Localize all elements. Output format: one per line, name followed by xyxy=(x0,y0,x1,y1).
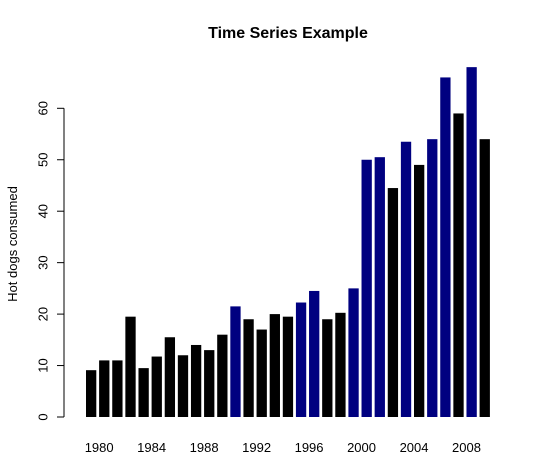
bar-1982 xyxy=(112,360,123,417)
bar-2002 xyxy=(374,157,385,417)
bar-1988 xyxy=(190,344,202,417)
x-axis-tick-labels: 1980 1984 1988 1992 1996 2000 2004 2008 xyxy=(85,440,481,455)
bar-2008 xyxy=(453,113,464,417)
bar-2003 xyxy=(387,188,399,417)
x-tick-label: 1988 xyxy=(190,440,219,455)
bar-1983 xyxy=(125,316,136,417)
bar-1989 xyxy=(204,350,215,417)
bar-2005 xyxy=(414,164,425,417)
x-tick-label: 1980 xyxy=(85,440,114,455)
bar-2000 xyxy=(348,288,359,418)
x-tick-label: 2000 xyxy=(347,440,376,455)
y-axis: 0 10 20 30 40 50 60 xyxy=(35,101,65,421)
bar-1997 xyxy=(309,290,320,417)
x-tick-label: 1984 xyxy=(137,440,166,455)
x-tick-label: 1996 xyxy=(295,440,324,455)
bar-1996 xyxy=(295,302,307,417)
bar-1995 xyxy=(282,316,294,417)
bar-1981 xyxy=(99,360,110,417)
y-tick-label: 40 xyxy=(35,204,50,218)
bar-2010 xyxy=(479,139,490,418)
y-tick-label: 10 xyxy=(35,358,50,372)
y-tick-label: 60 xyxy=(35,101,50,115)
y-tick-label: 0 xyxy=(35,413,50,420)
bar-2009 xyxy=(466,67,477,417)
bar-1984 xyxy=(138,368,149,417)
bar-1999 xyxy=(335,312,346,417)
bar-1980 xyxy=(86,370,97,417)
bar-1985 xyxy=(151,356,162,417)
bar-2007 xyxy=(440,77,451,418)
y-tick-label: 50 xyxy=(35,153,50,167)
x-tick-label: 2004 xyxy=(400,440,429,455)
bar-1986 xyxy=(164,337,176,417)
bar-1993 xyxy=(256,329,267,417)
x-tick-label: 2008 xyxy=(452,440,481,455)
bar-1994 xyxy=(269,314,280,417)
bar-2001 xyxy=(361,159,372,417)
bar-1991 xyxy=(230,306,241,417)
bar-1998 xyxy=(322,319,333,417)
x-tick-label: 1992 xyxy=(242,440,271,455)
bar-2004 xyxy=(400,141,412,418)
y-tick-label: 20 xyxy=(35,307,50,321)
bars xyxy=(86,67,490,418)
bar-1987 xyxy=(177,355,189,417)
bar-2006 xyxy=(427,139,438,418)
y-tick-label: 30 xyxy=(35,255,50,269)
chart-title: Time Series Example xyxy=(208,25,368,42)
bar-1990 xyxy=(217,334,228,417)
y-axis-label: Hot dogs consumed xyxy=(5,186,20,302)
bar-1992 xyxy=(243,319,254,417)
